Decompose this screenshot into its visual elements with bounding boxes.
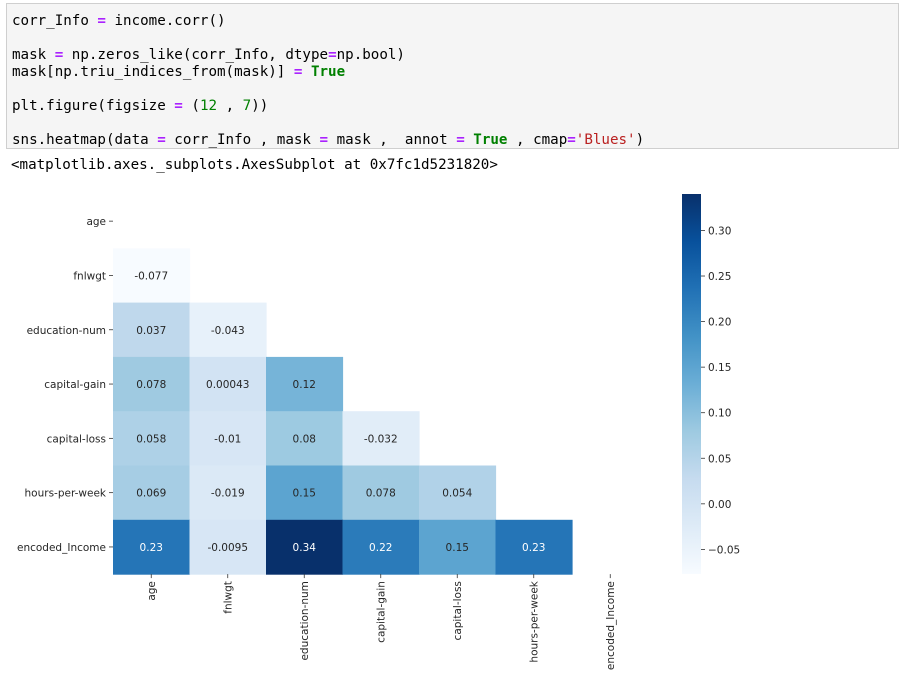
x-tick-label: age: [146, 581, 158, 601]
heatmap-cell: [342, 519, 420, 575]
heatmap-cell: [266, 411, 344, 467]
colorbar-tick-label: 0.25: [708, 271, 731, 283]
heatmap-cell: [342, 411, 420, 467]
y-tick-label: capital-loss: [47, 433, 106, 445]
heatmap-cell: [342, 465, 420, 521]
y-tick-label: hours-per-week: [25, 488, 107, 500]
cell-annotation: 0.078: [366, 488, 396, 500]
colorbar-tick-label: 0.20: [708, 317, 731, 329]
heatmap-cell: [113, 465, 191, 521]
heatmap-chart: -0.077 0.037 -0.043 0.078 0.00043 0.12 0.058 -0…: [17, 194, 740, 670]
code-cell[interactable]: corr_Info = income.corr() mask = np.zero…: [6, 3, 899, 149]
heatmap-cell: [419, 519, 497, 575]
heatmap-cell: [189, 302, 267, 358]
cell-annotation: 0.058: [136, 433, 166, 445]
y-tick-label: fnlwgt: [73, 270, 106, 282]
colorbar-tick-label: −0.05: [708, 544, 740, 556]
heatmap-cell: [189, 465, 267, 521]
heatmap-cell: [113, 356, 191, 412]
heatmap-cell: [113, 248, 191, 304]
colorbar-tick-label: 0.00: [708, 499, 731, 511]
cell-annotation: -0.043: [211, 325, 245, 337]
colorbar-tick-label: 0.15: [708, 362, 731, 374]
colorbar: [682, 194, 701, 574]
heatmap-cell: [113, 302, 191, 358]
cell-annotation: 0.037: [136, 325, 166, 337]
heatmap-cell: [419, 465, 497, 521]
cell-annotation: -0.01: [214, 433, 241, 445]
code-line: sns.heatmap(data = corr_Info , mask = ma…: [12, 132, 645, 148]
cell-annotation: -0.077: [134, 270, 168, 282]
code-line: plt.figure(figsize = (12 , 7)): [12, 98, 269, 114]
cell-annotation: -0.032: [364, 433, 398, 445]
y-tick-label: education-num: [27, 325, 106, 337]
x-tick-label: fnlwgt: [223, 581, 235, 614]
cell-annotation: 0.00043: [206, 379, 249, 391]
heatmap-cell: [495, 519, 573, 575]
heatmap-cell: [189, 356, 267, 412]
heatmap-cell: [266, 356, 344, 412]
x-tick-label: education-num: [299, 581, 311, 660]
colorbar-tick-label: 0.10: [708, 408, 731, 420]
cell-annotation: 0.15: [293, 488, 316, 500]
y-tick-label: encoded_Income: [17, 542, 106, 554]
x-tick-label: encoded_Income: [605, 581, 617, 670]
cell-annotation: -0.0095: [207, 542, 248, 554]
code-line: corr_Info = income.corr(): [12, 13, 226, 29]
y-tick-label: capital-gain: [44, 379, 106, 391]
colorbar-tick-label: 0.05: [708, 453, 731, 465]
cell-annotation: 0.34: [293, 542, 317, 554]
cell-annotation: 0.078: [136, 379, 166, 391]
y-tick-label: age: [86, 216, 106, 228]
cell-annotation: 0.23: [522, 542, 545, 554]
heatmap-cell: [189, 519, 267, 575]
heatmap-cell: [113, 411, 191, 467]
code-line: mask[np.triu_indices_from(mask)] = True: [12, 64, 346, 80]
colorbar-tick-label: 0.30: [708, 225, 731, 237]
cell-annotation: 0.08: [293, 433, 316, 445]
x-tick-label: hours-per-week: [529, 580, 541, 662]
cell-annotation: 0.12: [293, 379, 316, 391]
heatmap-cell: [113, 519, 191, 575]
heatmap-cell: [189, 411, 267, 467]
cell-output-text: <matplotlib.axes._subplots.AxesSubplot a…: [11, 157, 498, 173]
cell-annotation: 0.22: [369, 542, 392, 554]
heatmap-cell: [266, 519, 344, 575]
heatmap-cell: [266, 465, 344, 521]
cell-annotation: 0.23: [140, 542, 163, 554]
cell-annotation: -0.019: [211, 488, 245, 500]
x-tick-label: capital-loss: [452, 581, 464, 640]
x-tick-label: capital-gain: [376, 581, 388, 643]
cell-annotation: 0.15: [446, 542, 469, 554]
code-line: mask = np.zeros_like(corr_Info, dtype=np…: [12, 47, 405, 63]
cell-annotation: 0.054: [442, 488, 472, 500]
cell-annotation: 0.069: [136, 488, 166, 500]
